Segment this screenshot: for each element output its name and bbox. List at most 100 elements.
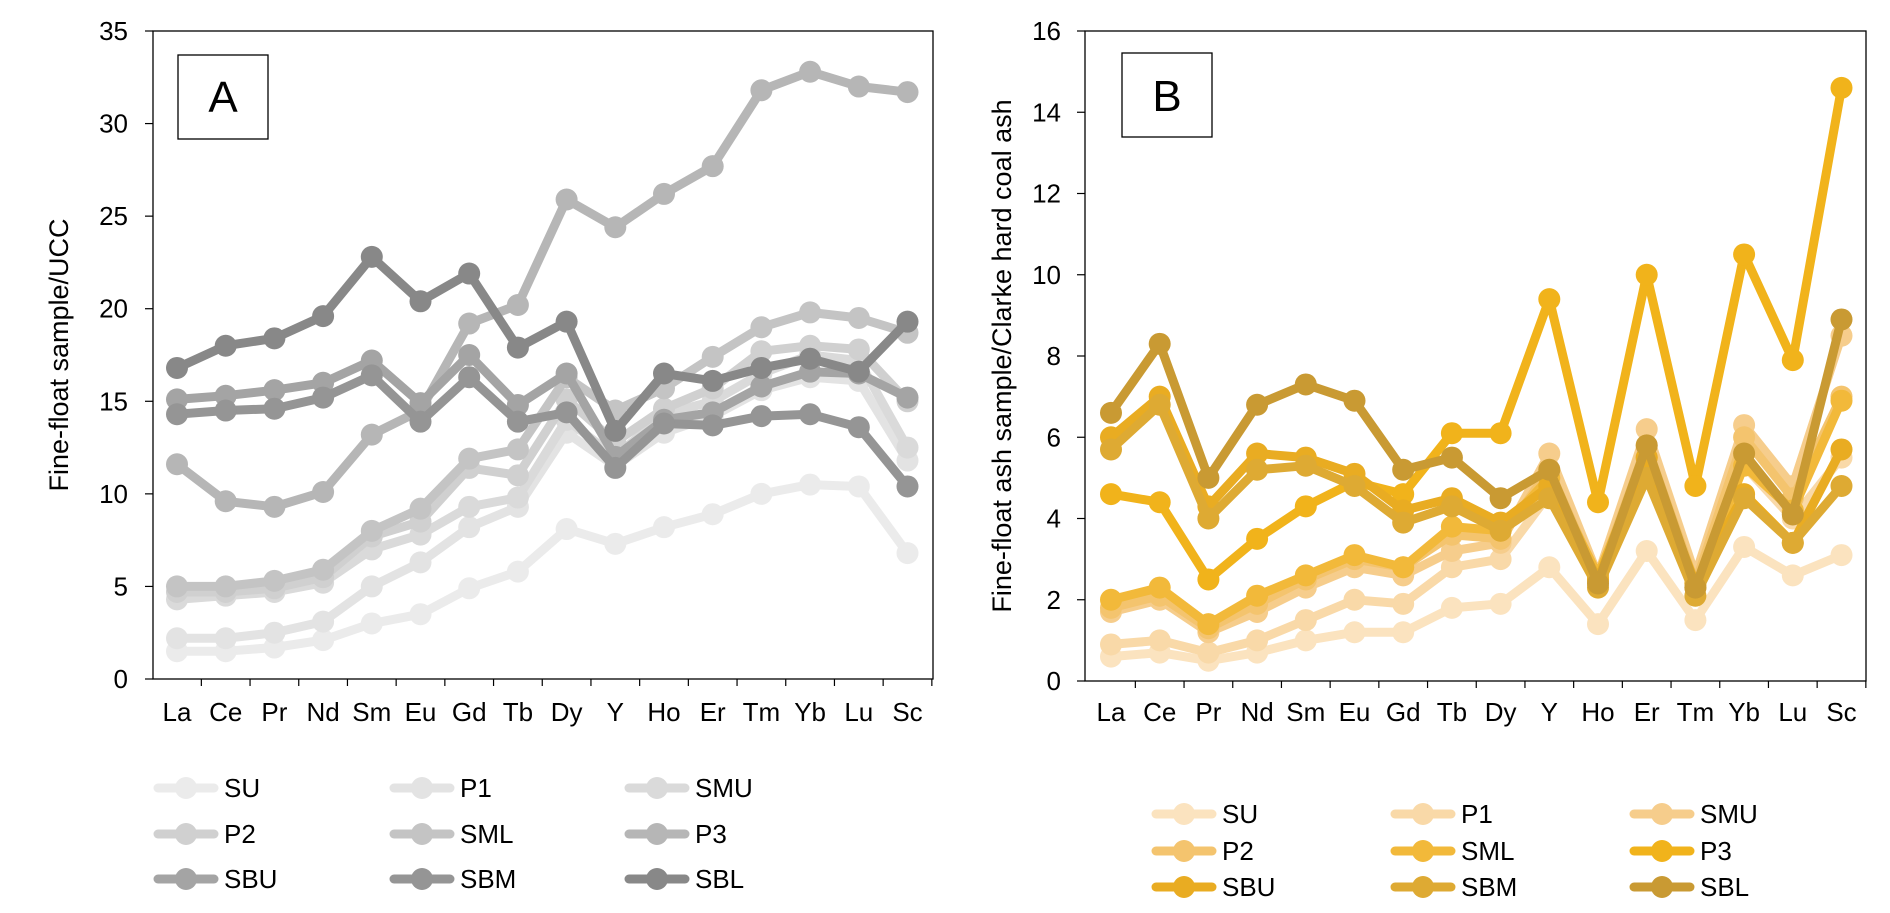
legend-swatch-marker bbox=[1173, 840, 1195, 862]
data-point bbox=[750, 405, 773, 428]
x-tick-label: Sc bbox=[1826, 697, 1856, 727]
chart-a-panel-box bbox=[177, 54, 269, 140]
data-point bbox=[1733, 535, 1756, 558]
data-point bbox=[1197, 568, 1220, 591]
y-tick-label: 16 bbox=[1032, 16, 1061, 46]
data-point bbox=[1587, 572, 1609, 595]
y-tick-label: 6 bbox=[1047, 422, 1061, 452]
x-tick-label: Ce bbox=[209, 697, 242, 727]
x-tick-label: Dy bbox=[551, 697, 583, 727]
data-point bbox=[1733, 442, 1756, 465]
data-point bbox=[312, 558, 335, 581]
chart-b-y-axis-label: Fine-float ash sample/Clarke hard coal a… bbox=[987, 99, 1017, 612]
data-point bbox=[312, 481, 335, 504]
legend-label: SU bbox=[224, 773, 260, 803]
y-tick-label: 20 bbox=[99, 294, 128, 324]
data-point bbox=[458, 366, 481, 389]
legend-item-sbm: SBM bbox=[389, 864, 516, 894]
chart-a-y-ticks: 0 5 10 15 20 25 30 35 bbox=[99, 16, 153, 694]
legend-label: SBL bbox=[695, 864, 744, 894]
legend-label: SMU bbox=[1700, 799, 1758, 829]
y-tick-label: 2 bbox=[1047, 585, 1061, 615]
data-point bbox=[214, 575, 237, 598]
x-tick-label: La bbox=[163, 697, 192, 727]
data-point bbox=[409, 551, 432, 574]
data-point bbox=[1294, 564, 1317, 587]
series-line bbox=[1106, 400, 1846, 601]
x-tick-label: Eu bbox=[1339, 697, 1371, 727]
data-point bbox=[1538, 458, 1561, 481]
data-point bbox=[1197, 641, 1220, 664]
data-point bbox=[1343, 544, 1366, 567]
data-point bbox=[506, 336, 529, 359]
x-tick-label: Pr bbox=[261, 697, 287, 727]
chart-b: B Fine-float ash sample/Clarke hard coal… bbox=[987, 16, 1867, 902]
data-point bbox=[799, 301, 822, 324]
y-tick-label: 0 bbox=[1047, 666, 1061, 696]
data-point bbox=[1489, 422, 1512, 445]
data-point bbox=[506, 294, 529, 317]
data-point bbox=[1392, 458, 1415, 481]
data-point bbox=[896, 310, 919, 333]
data-point bbox=[263, 379, 286, 402]
legend-label: P3 bbox=[695, 819, 727, 849]
data-point bbox=[166, 403, 188, 426]
data-point bbox=[799, 347, 822, 370]
data-point bbox=[1100, 438, 1122, 461]
data-point bbox=[653, 182, 675, 205]
legend-swatch-marker bbox=[411, 868, 433, 890]
data-point bbox=[1246, 629, 1269, 652]
data-point bbox=[1148, 576, 1171, 599]
data-point bbox=[1830, 76, 1853, 99]
data-point bbox=[653, 412, 675, 435]
data-point bbox=[263, 621, 286, 644]
data-point bbox=[166, 356, 188, 379]
legend-label: P1 bbox=[1461, 799, 1493, 829]
y-tick-label: 35 bbox=[99, 16, 128, 46]
legend-item-p1: P1 bbox=[1390, 799, 1493, 829]
data-point bbox=[1635, 263, 1658, 286]
data-point bbox=[1635, 434, 1658, 457]
data-point bbox=[458, 577, 481, 600]
data-point bbox=[1197, 507, 1220, 530]
y-tick-label: 30 bbox=[99, 109, 128, 139]
data-point bbox=[604, 419, 627, 442]
data-point bbox=[506, 560, 529, 583]
data-point bbox=[1489, 519, 1512, 542]
series-p1 bbox=[166, 366, 919, 650]
data-point bbox=[1733, 243, 1756, 266]
data-point bbox=[1148, 393, 1171, 416]
data-point bbox=[1343, 621, 1366, 644]
data-point bbox=[1489, 487, 1512, 510]
data-point bbox=[458, 262, 481, 285]
data-point bbox=[1392, 592, 1415, 615]
data-point bbox=[1440, 596, 1463, 619]
data-point bbox=[555, 401, 578, 424]
data-point bbox=[896, 542, 919, 565]
data-point bbox=[750, 316, 773, 339]
x-tick-label: Gd bbox=[1386, 697, 1421, 727]
data-point bbox=[506, 438, 529, 461]
legend-label: SBL bbox=[1700, 872, 1749, 902]
series-line bbox=[1106, 314, 1846, 593]
data-point bbox=[1830, 308, 1853, 331]
legend-swatch-marker bbox=[1412, 803, 1434, 825]
data-point bbox=[360, 575, 383, 598]
x-tick-label: Ho bbox=[1581, 697, 1614, 727]
legend-item-smu: SMU bbox=[1629, 799, 1758, 829]
x-tick-label: Y bbox=[1541, 697, 1558, 727]
legend-item-su: SU bbox=[1151, 799, 1258, 829]
data-point bbox=[1100, 633, 1122, 656]
data-point bbox=[506, 464, 529, 487]
x-tick-label: Nd bbox=[306, 697, 339, 727]
legend-swatch-marker bbox=[1412, 876, 1434, 898]
data-point bbox=[458, 495, 481, 518]
data-point bbox=[555, 310, 578, 333]
series-line bbox=[172, 350, 912, 462]
data-point bbox=[1489, 548, 1512, 571]
chart-a-panel-label: A bbox=[208, 73, 238, 122]
x-tick-label: Sc bbox=[892, 697, 922, 727]
data-point bbox=[214, 399, 237, 422]
data-point bbox=[1440, 515, 1463, 538]
data-point bbox=[1684, 609, 1707, 632]
